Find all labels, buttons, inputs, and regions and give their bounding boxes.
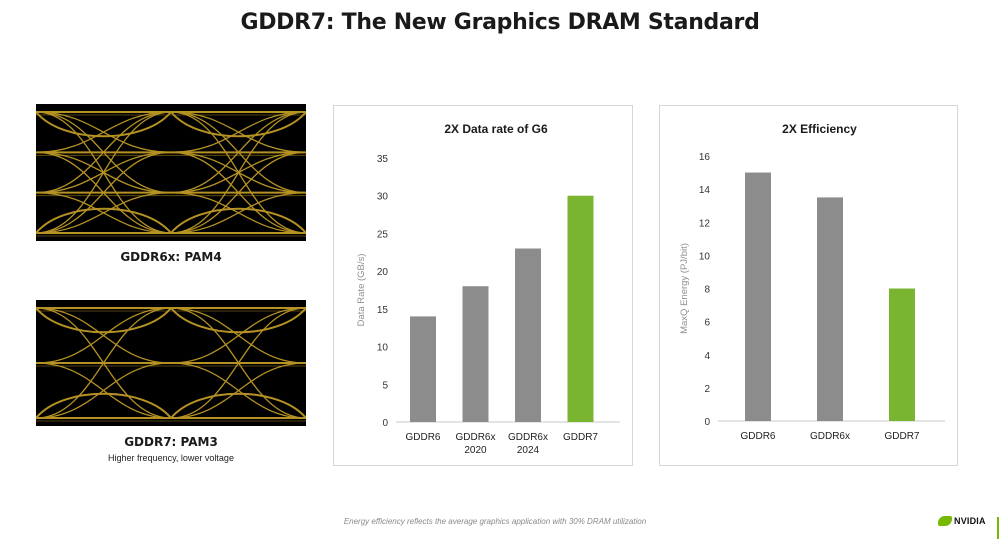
eye-open-path — [36, 392, 172, 419]
eye-transition-path — [36, 111, 172, 234]
chart-title: 2X Efficiency — [782, 122, 857, 136]
eye-transition-path — [36, 111, 172, 194]
bar — [567, 195, 594, 422]
bar — [817, 197, 843, 421]
bar — [515, 248, 541, 422]
data-rate-chart-panel: 2X Data rate of G6 Data Rate (GB/s) 0 5 10 15… — [333, 105, 633, 466]
y-axis-label: Data Rate (GB/s) — [356, 254, 367, 327]
y-tick-label: 2 — [704, 384, 710, 395]
y-tick-label: 12 — [699, 218, 711, 229]
data-rate-chart: 2X Data rate of G6 Data Rate (GB/s) 0 5 10 15… — [356, 122, 620, 456]
pam3-eye-sublabel: Higher frequency, lower voltage — [108, 453, 234, 463]
y-tick-label: 0 — [382, 418, 388, 429]
y-tick-label: 14 — [699, 185, 711, 196]
y-tick-label: 20 — [377, 267, 389, 278]
eye-traces — [36, 307, 306, 422]
bar — [889, 288, 915, 421]
x-tick-label: GDDR6 — [740, 431, 775, 442]
y-axis-label: MaxQ Energy (PJ/bit) — [679, 243, 690, 334]
eye-transition-path — [170, 111, 306, 153]
eye-transition-path — [170, 192, 306, 234]
y-tick-label: 0 — [704, 417, 710, 428]
x-tick-label: GDDR6x — [508, 432, 548, 443]
eye-open-path — [170, 307, 306, 334]
bar — [745, 172, 771, 421]
eye-transition-path — [36, 111, 172, 153]
y-tick-label: 8 — [704, 285, 710, 296]
eye-open-path — [36, 307, 172, 334]
x-tick-label: GDDR6x — [810, 431, 850, 442]
eye-transition-path — [36, 307, 172, 364]
bar — [410, 316, 436, 422]
nvidia-eye-icon — [938, 516, 952, 526]
eye-transition-path — [36, 362, 172, 419]
eye-open-path — [36, 207, 172, 234]
chart-title: 2X Data rate of G6 — [444, 122, 548, 136]
pam3-eye-label: GDDR7: PAM3 — [124, 435, 218, 449]
eye-transition-path — [170, 151, 306, 234]
x-tick-label: GDDR7 — [563, 432, 598, 443]
eye-transition-path — [170, 307, 306, 364]
eye-transition-path — [170, 111, 306, 234]
y-tick-label: 4 — [704, 351, 710, 362]
footnote: Energy efficiency reflects the average g… — [343, 517, 647, 526]
pam3-eye-svg — [36, 307, 306, 422]
page-title: GDDR7: The New Graphics DRAM Standard — [240, 10, 760, 35]
pam4-eye-svg — [36, 111, 306, 237]
y-tick-label: 6 — [704, 318, 710, 329]
y-tick-label: 35 — [377, 154, 389, 165]
nvidia-logo: NVIDIA — [938, 514, 986, 528]
eye-transition-path — [170, 362, 306, 419]
pam3-eye-diagram — [36, 300, 306, 426]
x-tick-label: 2020 — [464, 445, 487, 456]
eye-open-path — [170, 392, 306, 419]
x-tick-label: GDDR6 — [405, 432, 440, 443]
y-tick-label: 10 — [699, 251, 711, 262]
eye-open-path — [36, 111, 172, 138]
nvidia-logo-text: NVIDIA — [954, 516, 986, 526]
y-tick-label: 25 — [377, 229, 389, 240]
y-tick-label: 16 — [699, 152, 711, 163]
eye-transition-path — [36, 151, 172, 234]
x-tick-label: 2024 — [517, 445, 540, 456]
y-tick-label: 30 — [377, 192, 389, 203]
eye-transition-path — [170, 111, 306, 194]
x-tick-label: GDDR6x — [455, 432, 495, 443]
eye-transition-path — [36, 192, 172, 234]
eye-transition-path — [170, 307, 306, 419]
y-tick-label: 15 — [377, 305, 389, 316]
accent-bar — [997, 517, 999, 539]
x-tick-label: GDDR7 — [884, 431, 919, 442]
y-tick-label: 5 — [382, 380, 388, 391]
bar — [462, 286, 489, 422]
eye-open-path — [170, 111, 306, 138]
pam4-eye-diagram — [36, 104, 306, 241]
y-tick-label: 10 — [377, 343, 389, 354]
efficiency-chart: 2X Efficiency MaxQ Energy (PJ/bit) 0 2 4 6 8 10… — [679, 122, 945, 442]
eye-open-path — [170, 207, 306, 234]
pam4-eye-label: GDDR6x: PAM4 — [120, 250, 222, 264]
eye-traces — [36, 111, 306, 237]
efficiency-chart-panel: 2X Efficiency MaxQ Energy (PJ/bit) 0 2 4 6 8 10… — [659, 105, 958, 466]
eye-transition-path — [36, 307, 172, 419]
